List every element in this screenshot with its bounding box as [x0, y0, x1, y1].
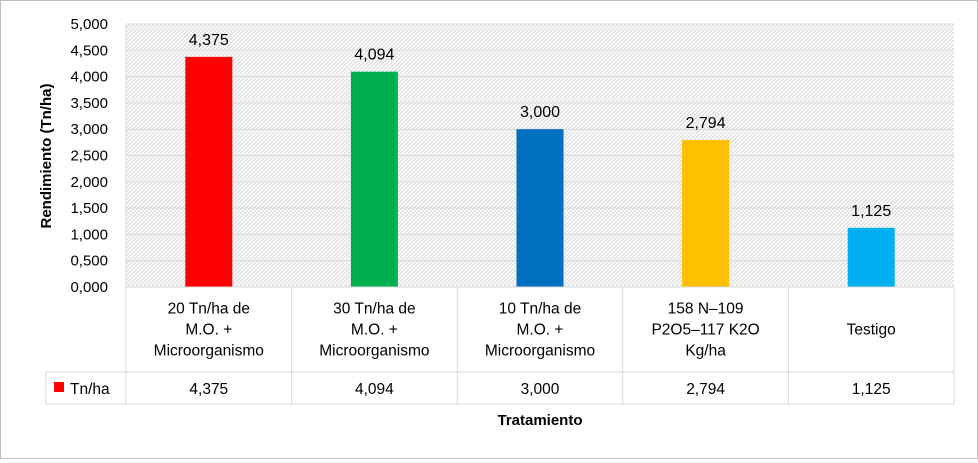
y-tick-label: 0,000: [70, 279, 108, 296]
y-tick-label: 2,000: [70, 174, 108, 191]
bars: [185, 56, 895, 287]
category-label: 158 N–109: [668, 301, 744, 318]
data-label: 2,794: [686, 115, 726, 132]
category-label: Kg/ha: [685, 343, 726, 360]
table-value: 4,094: [355, 381, 394, 398]
category-label: M.O. +: [351, 322, 398, 339]
data-labels: 4,375 4,094 3,000 2,794 1,125: [189, 32, 892, 220]
y-tick-label: 5,000: [70, 16, 108, 33]
bar: [185, 56, 233, 287]
category-label: 10 Tn/ha de: [499, 301, 581, 318]
category-label: P2O5–117 K2O: [651, 322, 759, 339]
x-axis-title: Tratamiento: [497, 412, 582, 429]
category-label: 30 Tn/ha de: [333, 301, 415, 318]
bar: [682, 140, 730, 287]
data-label: 4,375: [189, 32, 229, 49]
y-tick-label: 3,500: [70, 95, 108, 112]
y-tick-label: 4,000: [70, 69, 108, 86]
legend-key: [54, 382, 64, 392]
y-tick-label: 3,000: [70, 121, 108, 138]
bar: [516, 129, 564, 287]
table-value: 3,000: [521, 381, 560, 398]
category-label: M.O. +: [185, 322, 232, 339]
category-label: 20 Tn/ha de: [168, 301, 250, 318]
table-value: 1,125: [852, 381, 891, 398]
y-tick-label: 4,500: [70, 42, 108, 59]
category-label: Microorganismo: [485, 343, 595, 360]
category-label: Microorganismo: [154, 343, 264, 360]
table-value: 4,375: [189, 381, 228, 398]
category-label: Microorganismo: [319, 343, 429, 360]
y-tick-label: 1,000: [70, 226, 108, 243]
data-label: 4,094: [354, 47, 394, 64]
y-tick-label: 2,500: [70, 148, 108, 165]
bar: [350, 71, 398, 287]
y-axis-title: Rendimiento (Tn/ha): [38, 84, 55, 229]
category-label: M.O. +: [517, 322, 564, 339]
y-tick-label: 0,500: [70, 253, 108, 270]
y-axis-ticks: 0,000 0,500 1,000 1,500 2,000 2,500 3,000 3,500…: [70, 16, 108, 296]
data-label: 3,000: [520, 104, 560, 121]
data-label: 1,125: [851, 203, 891, 220]
table-value: 2,794: [686, 381, 725, 398]
category-label: Testigo: [847, 322, 896, 339]
bar: [847, 227, 895, 287]
legend-series-name: Tn/ha: [70, 381, 110, 398]
y-tick-label: 1,500: [70, 200, 108, 217]
data-table: 20 Tn/ha de M.O. + Microorganismo 4,375 30 T…: [45, 24, 955, 405]
